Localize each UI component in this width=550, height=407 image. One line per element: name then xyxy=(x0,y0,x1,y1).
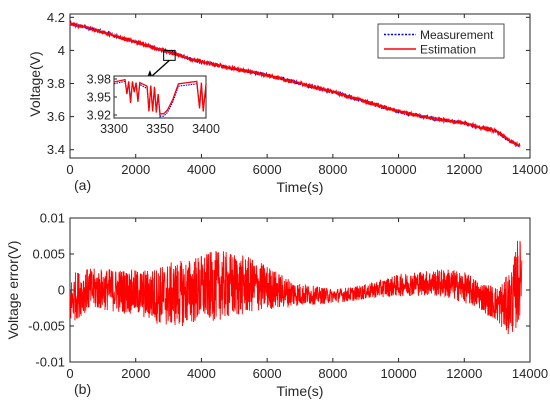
y-tick-label: -0.01 xyxy=(35,355,65,370)
x-tick-label: 4000 xyxy=(187,366,216,381)
plot-frame-a xyxy=(69,13,531,159)
y-ticks-b: -0.01 -0.005 0 0.005 0.01 xyxy=(28,211,530,370)
series-line-error xyxy=(69,240,523,334)
x-tick-label: 8000 xyxy=(318,366,347,381)
x-tick-label: 2000 xyxy=(121,366,150,381)
legend-box xyxy=(377,23,505,59)
inset-y-tick-label: 3.92 xyxy=(87,109,111,123)
zoom-arrow xyxy=(151,59,170,77)
x-tick-label: 0 xyxy=(66,366,73,381)
inset-axes: 3300 3350 3400 3.92 3.95 3.98 xyxy=(87,73,220,137)
y-axis-label-a: Voltage(V) xyxy=(27,51,43,116)
series-lines-a xyxy=(69,20,521,148)
y-tick-label: 0.005 xyxy=(32,247,65,262)
x-axis-label-b: Time(s) xyxy=(277,383,324,399)
inset-y-tick-label: 3.98 xyxy=(87,73,111,87)
x-tick-label: 10000 xyxy=(380,366,416,381)
x-ticks-a: 0 2000 4000 6000 8000 10000 12000 14000 xyxy=(66,14,548,177)
x-tick-label: 6000 xyxy=(253,162,282,177)
x-tick-label: 4000 xyxy=(187,162,216,177)
inset-x-tick-label: 3350 xyxy=(146,122,174,136)
y-tick-label: 4.2 xyxy=(47,10,65,25)
x-tick-label: 12000 xyxy=(446,366,482,381)
x-tick-label: 14000 xyxy=(512,162,548,177)
x-tick-label: 12000 xyxy=(446,162,482,177)
inset-x-tick-label: 3400 xyxy=(192,122,220,136)
chart-panel-b: 0 2000 4000 6000 8000 10000 12000 14000 -0.01-0… xyxy=(5,211,548,400)
legend-label-measurement: Measurement xyxy=(420,28,494,42)
x-tick-label: 2000 xyxy=(121,162,150,177)
x-tick-label: 14000 xyxy=(512,366,548,381)
legend: Measurement Estimation xyxy=(377,23,505,59)
chart-panel-a: 0 2000 4000 6000 8000 10000 12000 14000 3.43.63… xyxy=(27,10,548,195)
x-axis-label-a: Time(s) xyxy=(277,179,324,195)
y-tick-label: -0.005 xyxy=(28,319,65,334)
series-lines-b xyxy=(69,240,523,334)
y-axis-label-b: Voltage error(V) xyxy=(5,241,21,340)
y-ticks-a: 3.4 3.6 3.8 4 4.2 xyxy=(47,10,530,157)
inset-line-estimation xyxy=(113,78,207,115)
y-tick-label: 3.4 xyxy=(47,142,65,157)
x-tick-label: 10000 xyxy=(380,162,416,177)
y-tick-label: 4 xyxy=(58,43,65,58)
x-tick-label: 0 xyxy=(66,162,73,177)
y-tick-label: 3.6 xyxy=(47,109,65,124)
y-tick-label: 3.8 xyxy=(47,76,65,91)
y-tick-label: 0.01 xyxy=(40,211,65,226)
series-line-estimation xyxy=(69,21,521,147)
inset-y-tick-label: 3.95 xyxy=(87,91,111,105)
inset-x-tick-label: 3300 xyxy=(100,122,128,136)
panel-label-a: (a) xyxy=(74,177,91,193)
x-ticks-b: 0 2000 4000 6000 8000 10000 12000 14000 xyxy=(66,218,548,381)
y-tick-label: 0 xyxy=(58,283,65,298)
x-tick-label: 6000 xyxy=(253,366,282,381)
x-tick-label: 8000 xyxy=(318,162,347,177)
panel-label-b: (b) xyxy=(74,381,91,397)
legend-label-estimation: Estimation xyxy=(420,43,476,57)
